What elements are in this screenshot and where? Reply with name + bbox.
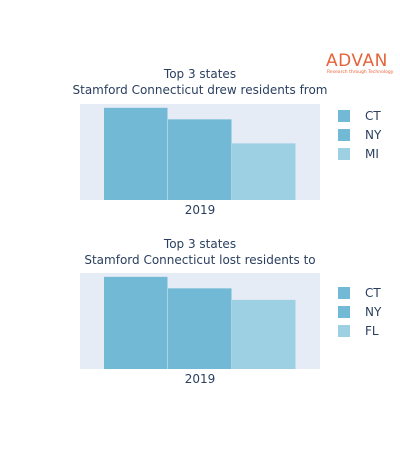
- chart-title-line2: Stamford Connecticut drew residents from: [72, 83, 328, 97]
- logo-wordmark: ADVAN: [326, 51, 388, 71]
- legend-item-fl[interactable]: FL: [338, 321, 398, 340]
- bar-chart-svg: [104, 107, 296, 200]
- bar-ct: [104, 276, 168, 369]
- legend-swatch: [338, 109, 350, 122]
- legend-label: MI: [365, 146, 379, 161]
- legend-label: NY: [365, 127, 382, 142]
- x-tick-label: 2019: [184, 372, 216, 386]
- bar-fl: [232, 299, 296, 369]
- chart-title: Top 3 states Stamford Connecticut lost r…: [40, 236, 360, 268]
- legend: CT NY MI: [338, 106, 398, 163]
- bar-ct: [104, 107, 168, 200]
- x-tick-label: 2019: [184, 203, 216, 217]
- legend-label: FL: [365, 323, 379, 338]
- legend-label: NY: [365, 304, 382, 319]
- bar-ny: [168, 288, 232, 369]
- legend-item-ct[interactable]: CT: [338, 283, 398, 302]
- legend: CT NY FL: [338, 283, 398, 340]
- legend-item-ny[interactable]: NY: [338, 125, 398, 144]
- advan-logo: ADVAN Research through Technology: [326, 52, 396, 78]
- legend-item-ct[interactable]: CT: [338, 106, 398, 125]
- chart-title-line2: Stamford Connecticut lost residents to: [84, 253, 316, 267]
- legend-swatch: [338, 305, 350, 318]
- plot-area: [80, 273, 320, 369]
- bar-mi: [232, 143, 296, 200]
- legend-swatch: [338, 147, 350, 160]
- legend-label: CT: [365, 285, 381, 300]
- legend-swatch: [338, 286, 350, 299]
- logo-tagline: Research through Technology: [327, 70, 394, 75]
- legend-swatch: [338, 128, 350, 141]
- chart-title-line1: Top 3 states: [163, 67, 237, 81]
- plot-area: [80, 104, 320, 200]
- bar-chart-svg: [104, 276, 296, 369]
- legend-item-ny[interactable]: NY: [338, 302, 398, 321]
- chart-title: Top 3 states Stamford Connecticut drew r…: [40, 66, 360, 98]
- legend-swatch: [338, 324, 350, 337]
- chart-title-line1: Top 3 states: [163, 237, 237, 251]
- legend-label: CT: [365, 108, 381, 123]
- legend-item-mi[interactable]: MI: [338, 144, 398, 163]
- bar-ny: [168, 119, 232, 200]
